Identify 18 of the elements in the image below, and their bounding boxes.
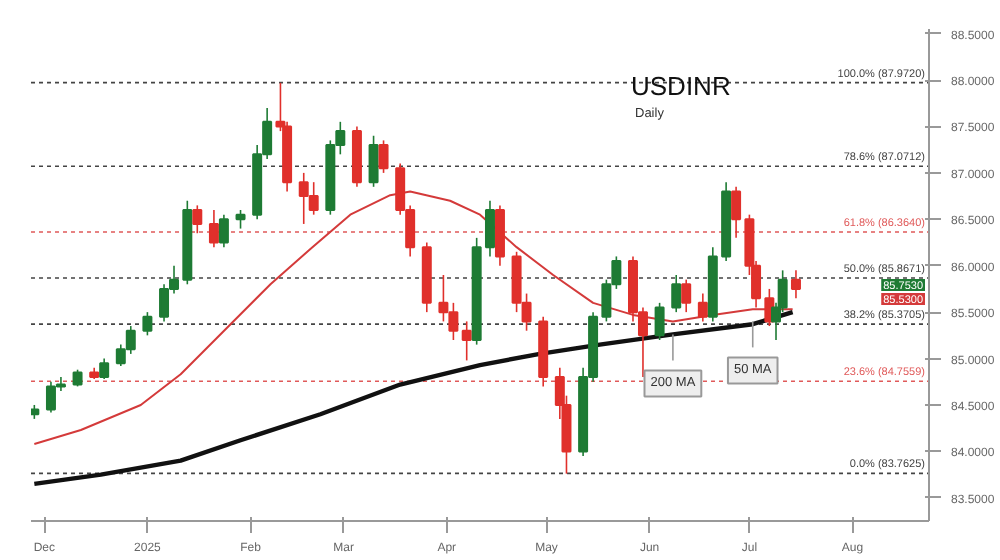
candlestick: [142, 311, 153, 337]
candlestick: [654, 302, 665, 341]
candlestick: [99, 357, 110, 380]
candlestick: [208, 209, 219, 248]
candlestick: [378, 139, 389, 174]
candlestick: [192, 204, 203, 235]
candlestick: [461, 320, 472, 362]
candlestick: [671, 274, 682, 313]
candlestick: [368, 134, 379, 188]
candlestick: [681, 278, 692, 313]
candlestick: [790, 269, 801, 300]
candlestick: [494, 204, 505, 267]
line-series: [33, 190, 794, 445]
text: USDINR: [631, 71, 731, 101]
candlestick: [218, 213, 229, 248]
candlestick: [235, 209, 246, 230]
line-series: [32, 309, 795, 487]
candlestick: [697, 292, 708, 323]
